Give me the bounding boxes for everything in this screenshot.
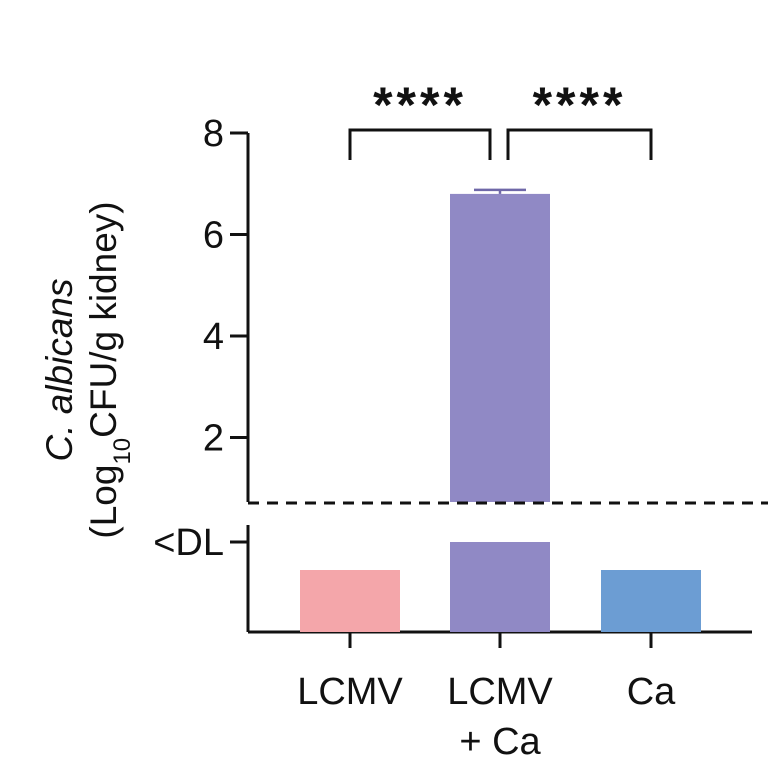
bar-upper-1: [450, 193, 550, 502]
bar-lower-1: [450, 542, 550, 632]
bar-0: [300, 570, 400, 632]
significance-bracket-1: [506, 128, 653, 160]
y-tick-label-6: 6: [203, 215, 224, 257]
y-tick-label-dl: <DL: [153, 522, 224, 564]
significance-label-0: ****: [373, 77, 467, 133]
bar-2: [601, 570, 701, 632]
x-tick-label-0-0: LCMV: [297, 671, 403, 713]
x-tick-label-1-0: LCMV: [447, 671, 553, 713]
significance-bracket-0: [348, 128, 492, 160]
y-tick-label-4: 4: [203, 316, 224, 358]
x-tick-label-2-0: Ca: [627, 671, 676, 713]
y-tick-label-8: 8: [203, 113, 224, 155]
y-axis-label: C. albicans (Log10CFU/g kidney): [39, 201, 136, 538]
significance-label-1: ****: [533, 77, 627, 133]
x-tick-label-1-1: + Ca: [459, 721, 541, 760]
y-tick-label-2: 2: [203, 418, 224, 460]
y-axis-label-line1: C. albicans: [39, 278, 80, 461]
plot-area: 2 4 6 8 <DL LCMV LCMV + Ca Ca **** ****: [153, 77, 768, 760]
y-axis-label-line2: (Log10CFU/g kidney): [83, 201, 136, 538]
